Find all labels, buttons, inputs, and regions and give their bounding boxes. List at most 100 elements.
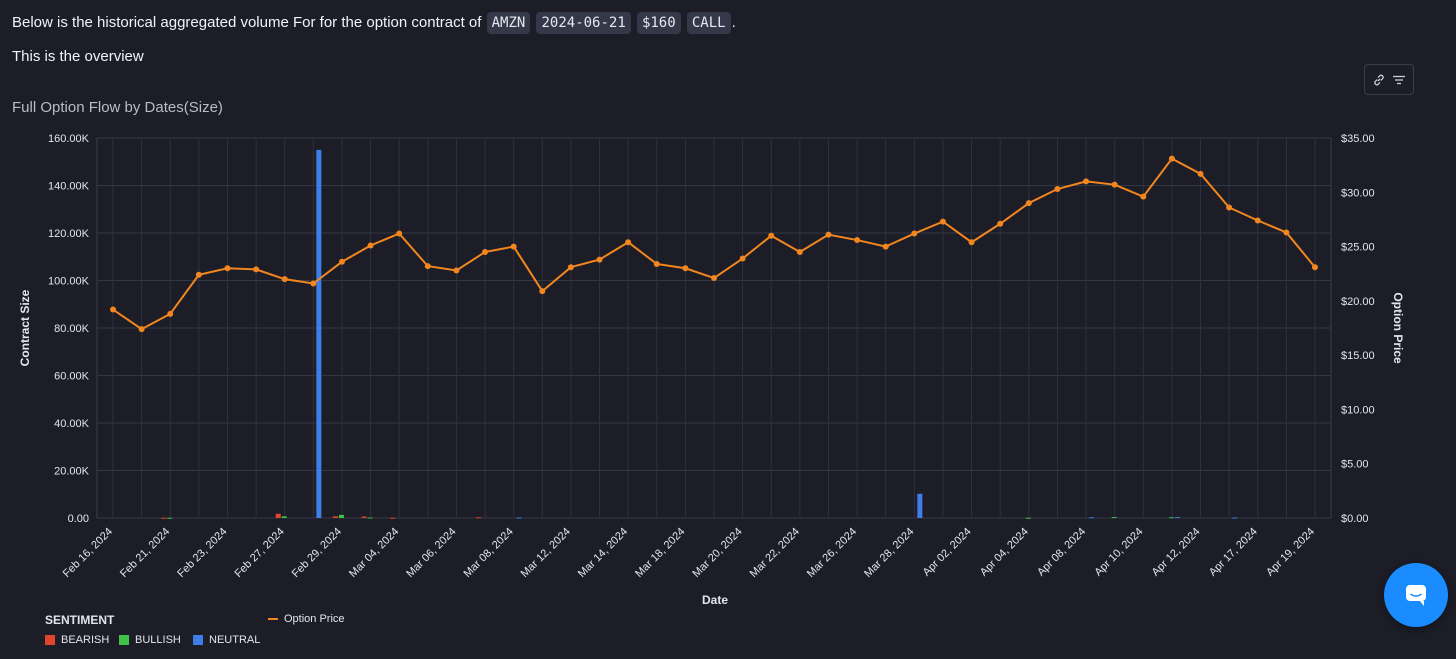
y2-tick-label: $35.00 [1341, 133, 1375, 145]
option-price-point [1226, 204, 1233, 211]
x-tick-label: Mar 28, 2024 [862, 526, 916, 580]
y2-tick-label: $25.00 [1341, 242, 1375, 254]
option-price-point [911, 230, 918, 237]
filter-icon[interactable] [1391, 72, 1407, 88]
neutral-bar [1174, 517, 1180, 519]
option-price-point [510, 243, 517, 250]
x-tick-label: Mar 08, 2024 [461, 526, 515, 580]
y-tick-label: 80.00K [54, 323, 90, 335]
bearish-bar [390, 517, 396, 519]
x-tick-label: Mar 26, 2024 [805, 526, 859, 580]
intro-period: . [731, 14, 736, 31]
option-price-point [1083, 178, 1090, 185]
y-axis-title: Contract Size [18, 289, 32, 366]
x-axis-title: Date [702, 593, 728, 607]
bearish-bar [361, 516, 367, 518]
option-price-point [1111, 181, 1118, 188]
neutral-swatch [193, 635, 203, 645]
option-price-point [396, 230, 403, 237]
neutral-bar [1232, 517, 1238, 519]
x-tick-label: Feb 16, 2024 [61, 526, 115, 580]
option-price-point [682, 265, 689, 272]
option-price-point [711, 275, 717, 282]
option-price-point [1168, 155, 1175, 162]
x-tick-label: Apr 02, 2024 [921, 526, 974, 579]
option-price-point [825, 231, 832, 238]
option-price-point [854, 237, 861, 244]
x-tick-label: Feb 27, 2024 [232, 526, 286, 580]
x-tick-label: Feb 29, 2024 [290, 526, 344, 580]
option-price-point [167, 310, 174, 317]
option-price-point [138, 326, 145, 333]
y-tick-label: 120.00K [48, 228, 90, 240]
y-tick-label: 160.00K [48, 133, 90, 145]
option-price-point [195, 271, 202, 278]
bullish-bar [1168, 517, 1174, 519]
bearish-bar [476, 517, 482, 519]
link-icon[interactable] [1371, 72, 1387, 88]
legend-bearish[interactable]: BEARISH [45, 634, 109, 646]
x-tick-label: Apr 10, 2024 [1092, 526, 1145, 579]
option-price-point [939, 218, 946, 225]
option-price-point [1312, 264, 1318, 271]
option-price-point [796, 249, 803, 255]
x-tick-label: Mar 14, 2024 [576, 526, 630, 580]
legend-neutral-label: NEUTRAL [209, 634, 261, 646]
neutral-bar [917, 493, 923, 518]
y-tick-label: 140.00K [48, 181, 90, 193]
option-price-point [367, 242, 374, 249]
legend-neutral[interactable]: NEUTRAL [193, 634, 260, 646]
legend-option-price[interactable]: Option Price [268, 613, 345, 625]
option-price-point [281, 276, 288, 283]
chart-toolbox [1364, 64, 1414, 95]
legend-title: SENTIMENT [45, 613, 115, 627]
option-price-point [1283, 229, 1290, 236]
y2-tick-label: $30.00 [1341, 187, 1375, 199]
legend-bullish[interactable]: BULLISH [119, 634, 181, 646]
option-price-point [310, 280, 317, 287]
y-tick-label: 0.00 [68, 513, 89, 525]
option-price-point [997, 220, 1004, 227]
option-price-point [739, 255, 746, 262]
neutral-bar [316, 149, 322, 518]
option-price-point [539, 288, 546, 295]
bullish-bar [367, 517, 373, 519]
option-price-point [567, 264, 574, 271]
option-price-point [625, 239, 632, 246]
chart-title: Full Option Flow by Dates(Size) [12, 99, 223, 116]
overview-text: This is the overview [12, 48, 144, 65]
bearish-bar [161, 517, 167, 519]
bullish-bar [1025, 517, 1031, 519]
neutral-bar [1089, 517, 1095, 519]
bullish-bar [281, 516, 287, 518]
option-price-point [424, 263, 431, 270]
legend-price-label: Option Price [284, 613, 345, 625]
x-tick-label: Apr 08, 2024 [1035, 526, 1088, 579]
chat-bubble-icon [1406, 585, 1426, 606]
option-price-point [596, 256, 603, 263]
y2-tick-label: $10.00 [1341, 404, 1375, 416]
bearish-swatch [45, 635, 55, 645]
y2-tick-label: $5.00 [1341, 459, 1369, 471]
chat-button[interactable] [1384, 563, 1448, 627]
expiry-code: 2024-06-21 [536, 12, 631, 34]
option-price-point [1197, 170, 1204, 177]
option-price-point [1140, 193, 1147, 200]
y-tick-label: 20.00K [54, 466, 90, 478]
option-price-point [768, 232, 775, 239]
price-line [110, 155, 1318, 333]
bearish-bar [275, 513, 281, 518]
option-price-point [968, 239, 975, 246]
x-tick-label: Apr 12, 2024 [1150, 526, 1203, 579]
ticker-code: AMZN [486, 12, 531, 34]
x-tick-label: Mar 20, 2024 [690, 526, 744, 580]
x-tick-label: Mar 22, 2024 [748, 526, 802, 580]
neutral-bar [516, 517, 522, 519]
x-tick-label: Mar 18, 2024 [633, 526, 687, 580]
option-price-point [482, 249, 489, 255]
price-swatch [268, 618, 278, 620]
legend-bullish-label: BULLISH [135, 634, 181, 646]
bars [161, 149, 1238, 519]
x-tick-label: Apr 17, 2024 [1207, 526, 1260, 579]
